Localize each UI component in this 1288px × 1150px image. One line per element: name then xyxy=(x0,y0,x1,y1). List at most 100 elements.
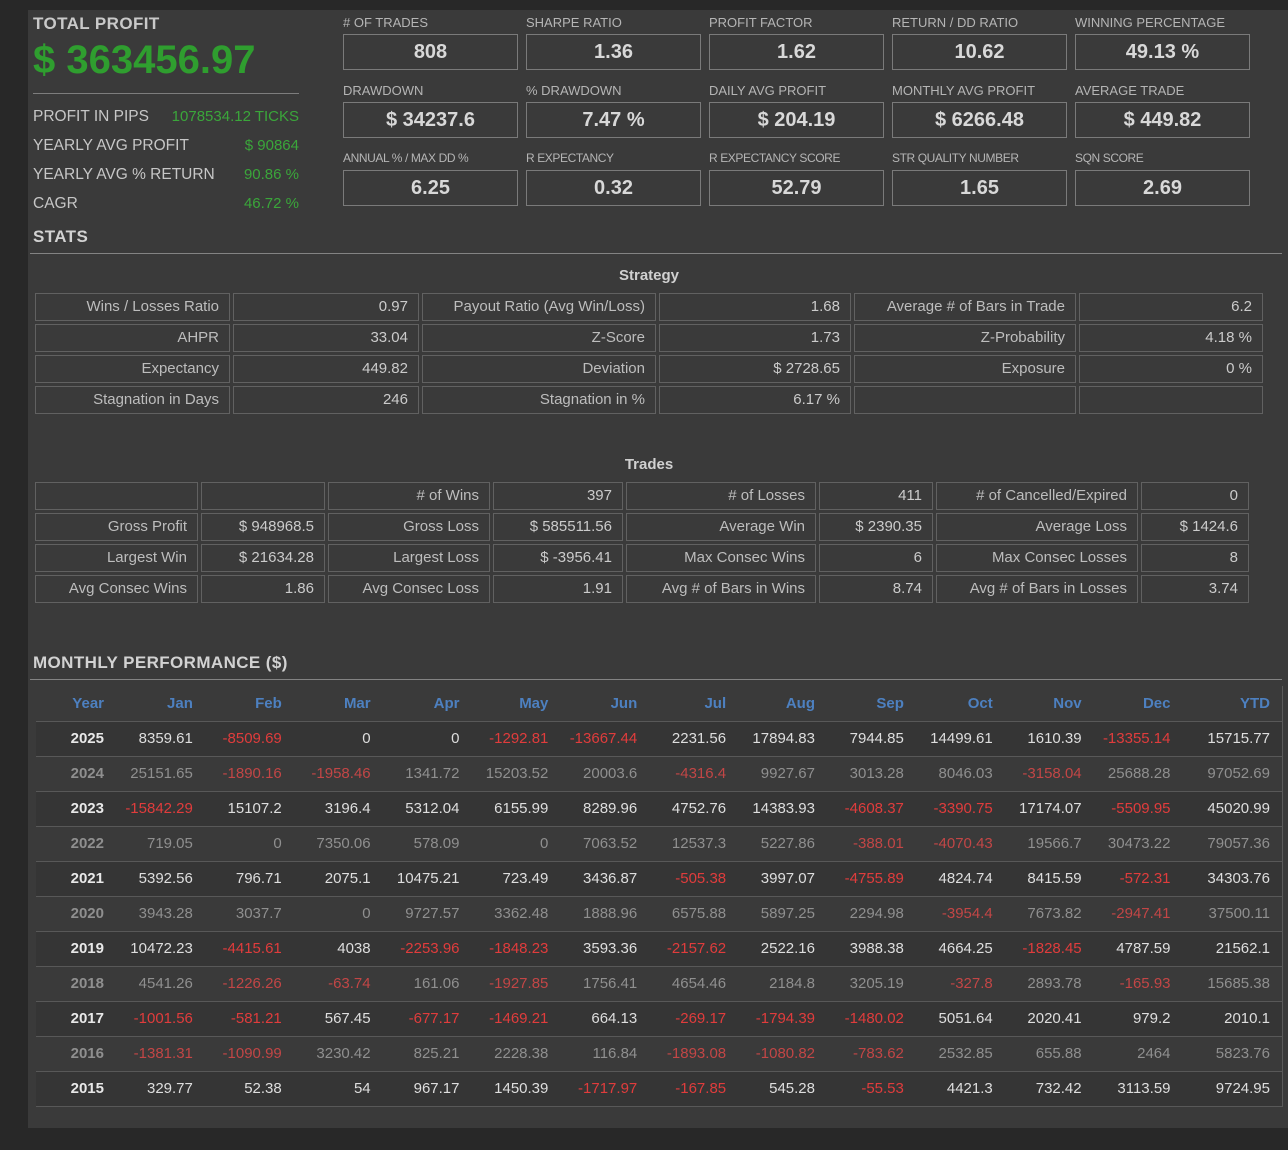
stat-label-cell: AHPR xyxy=(35,324,230,352)
monthly-value-cell: 5227.86 xyxy=(738,826,827,862)
monthly-value-cell: 4787.59 xyxy=(1093,931,1183,967)
monthly-row: 2023 -15842.29 15107.2 3196.4 5312.04 6155.99… xyxy=(36,791,1283,827)
stat-label-cell: Stagnation in Days xyxy=(35,386,230,414)
summary-row-label: CAGR xyxy=(33,195,78,212)
monthly-value-cell: -4070.43 xyxy=(915,826,1005,862)
metric-label: SQN SCORE xyxy=(1075,151,1144,165)
monthly-value-cell: -1794.39 xyxy=(738,1001,827,1037)
metric-value: 10.62 xyxy=(954,40,1005,63)
summary-row: PROFIT IN PIPS 1078534.12 TICKS xyxy=(33,102,299,131)
monthly-value-cell: -165.93 xyxy=(1093,966,1183,1002)
monthly-value-cell: 0 xyxy=(471,826,561,862)
metric-value: 1.36 xyxy=(594,40,633,63)
metric-label: R EXPECTANCY xyxy=(526,151,614,165)
monthly-value-cell: 2464 xyxy=(1093,1036,1183,1072)
metric-label: STR QUALITY NUMBER xyxy=(892,151,1019,165)
monthly-value-cell: 14383.93 xyxy=(738,791,827,827)
monthly-value-cell: 15715.77 xyxy=(1182,721,1283,757)
monthly-value-cell: 3362.48 xyxy=(471,896,561,932)
stat-value-cell: $ -3956.41 xyxy=(493,544,623,572)
monthly-value-cell: 1610.39 xyxy=(1004,721,1094,757)
monthly-value-cell: 3997.07 xyxy=(738,861,827,897)
stat-value-cell: 411 xyxy=(819,482,933,510)
metric-value-box: 52.79 xyxy=(709,170,884,206)
metric-card: SQN SCORE 2.69 xyxy=(1075,151,1250,206)
strategy-table: Wins / Losses Ratio 0.97 Payout Ratio (Avg… xyxy=(35,293,1288,414)
summary-row-label: PROFIT IN PIPS xyxy=(33,108,149,125)
monthly-section-title: MONTHLY PERFORMANCE ($) xyxy=(33,653,288,672)
monthly-value-cell: -572.31 xyxy=(1093,861,1183,897)
monthly-value-cell: -581.21 xyxy=(204,1001,294,1037)
monthly-row: 2015 329.77 52.38 54 967.17 1450.39 -1717.97 -1… xyxy=(36,1071,1283,1107)
monthly-value-cell: 9927.67 xyxy=(738,756,827,792)
monthly-value-cell: 723.49 xyxy=(471,861,561,897)
metric-value-box: 1.36 xyxy=(526,34,701,70)
metric-value: 6.25 xyxy=(411,176,450,199)
monthly-value-cell: 8046.03 xyxy=(915,756,1005,792)
summary-rows: PROFIT IN PIPS 1078534.12 TICKS YEARLY AVG… xyxy=(33,102,299,218)
stat-label-cell: Max Consec Losses xyxy=(936,544,1138,572)
summary-row-value: 90.86 % xyxy=(243,166,299,183)
summary-row-label: YEARLY AVG PROFIT xyxy=(33,137,189,154)
stat-value-cell: 0 % xyxy=(1079,355,1263,383)
metric-card: SHARPE RATIO 1.36 xyxy=(526,15,701,70)
monthly-value-cell: 6155.99 xyxy=(471,791,561,827)
monthly-value-cell: 0 xyxy=(204,826,294,862)
monthly-value-cell: -4608.37 xyxy=(827,791,916,827)
monthly-year-cell: 2021 xyxy=(36,861,116,897)
monthly-value-cell: 52.38 xyxy=(204,1071,294,1107)
monthly-column-header: Jul xyxy=(649,686,739,722)
metric-value-box: 1.62 xyxy=(709,34,884,70)
monthly-value-cell: 5897.25 xyxy=(738,896,827,932)
monthly-row: 2020 3943.28 3037.7 0 9727.57 3362.48 1888.96 6… xyxy=(36,896,1283,932)
metric-card: DRAWDOWN $ 34237.6 xyxy=(343,83,518,138)
monthly-value-cell: 54 xyxy=(293,1071,383,1107)
stat-label-cell: Avg # of Bars in Wins xyxy=(626,575,816,603)
monthly-value-cell: 6575.88 xyxy=(649,896,739,932)
metric-value-box: 0.32 xyxy=(526,170,701,206)
metric-value-box: 1.65 xyxy=(892,170,1067,206)
monthly-value-cell: -1828.45 xyxy=(1004,931,1094,967)
monthly-value-cell: -2253.96 xyxy=(382,931,472,967)
monthly-value-cell: 578.09 xyxy=(382,826,472,862)
monthly-value-cell: 25688.28 xyxy=(1093,756,1183,792)
monthly-year-cell: 2024 xyxy=(36,756,116,792)
monthly-value-cell: 15203.52 xyxy=(471,756,561,792)
monthly-performance-table: Year Jan Feb Mar Apr May Jun Jul Aug Sep Oct Nov Dec… xyxy=(36,686,1283,1107)
monthly-value-cell: 4541.26 xyxy=(116,966,205,1002)
stat-label-cell: Largest Loss xyxy=(328,544,490,572)
metric-value-box: 808 xyxy=(343,34,518,70)
total-profit-label: TOTAL PROFIT xyxy=(33,14,160,33)
metric-card: ANNUAL % / MAX DD % 6.25 xyxy=(343,151,518,206)
stat-value-cell xyxy=(201,482,325,510)
stat-value-cell: 6.2 xyxy=(1079,293,1263,321)
stat-label-cell xyxy=(854,386,1076,414)
monthly-value-cell: 25151.65 xyxy=(116,756,205,792)
metric-card: # OF TRADES 808 xyxy=(343,15,518,70)
trades-table: # of Wins 397 # of Losses 411 # of Cancelled… xyxy=(35,482,1288,603)
metric-value: 49.13 % xyxy=(1125,40,1200,63)
monthly-value-cell: 1450.39 xyxy=(471,1071,561,1107)
metric-value: 52.79 xyxy=(771,176,822,199)
metric-value-box: $ 204.19 xyxy=(709,102,884,138)
monthly-value-cell: 3230.42 xyxy=(293,1036,383,1072)
trades-table-title: Trades xyxy=(624,456,674,473)
metric-label: DRAWDOWN xyxy=(343,83,424,98)
monthly-value-cell: 8289.96 xyxy=(560,791,650,827)
monthly-value-cell: -505.38 xyxy=(649,861,739,897)
monthly-value-cell: -1893.08 xyxy=(649,1036,739,1072)
monthly-value-cell: 45020.99 xyxy=(1182,791,1283,827)
monthly-value-cell: 2532.85 xyxy=(915,1036,1005,1072)
monthly-value-cell: -5509.95 xyxy=(1093,791,1183,827)
summary-row-value: $ 90864 xyxy=(244,137,299,154)
monthly-value-cell: 5823.76 xyxy=(1182,1036,1283,1072)
stat-value-cell: $ 585511.56 xyxy=(493,513,623,541)
metric-card: STR QUALITY NUMBER 1.65 xyxy=(892,151,1067,206)
monthly-year-cell: 2022 xyxy=(36,826,116,862)
monthly-value-cell: 2075.1 xyxy=(293,861,383,897)
metric-value: 2.69 xyxy=(1143,176,1182,199)
stat-value-cell: 246 xyxy=(233,386,419,414)
monthly-value-cell: 664.13 xyxy=(560,1001,650,1037)
metric-label: AVERAGE TRADE xyxy=(1075,83,1185,98)
monthly-value-cell: -1090.99 xyxy=(204,1036,294,1072)
